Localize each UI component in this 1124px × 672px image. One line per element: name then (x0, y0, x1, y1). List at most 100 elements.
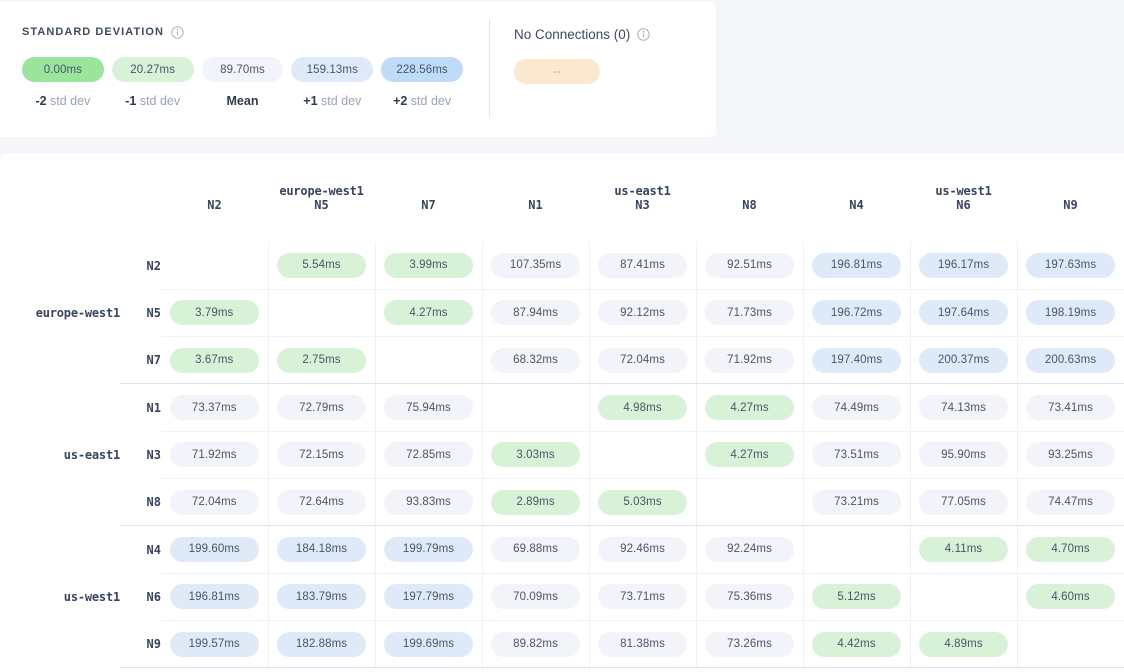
col-node-header-N7: N7 (421, 198, 436, 212)
matrix-cell[interactable]: 3.99ms (375, 242, 483, 290)
std-dev-label: -2 std dev (22, 94, 104, 108)
matrix-cell[interactable]: 3.03ms (481, 431, 590, 479)
matrix-cell[interactable]: 72.15ms (268, 431, 376, 479)
matrix-cell[interactable]: 70.09ms (481, 573, 590, 621)
matrix-cell[interactable]: 73.21ms (802, 478, 911, 527)
col-node-header-N8: N8 (742, 198, 757, 212)
matrix-cell[interactable]: 75.36ms (696, 573, 804, 621)
matrix-cell[interactable]: 2.89ms (481, 478, 590, 527)
matrix-cell[interactable]: 72.79ms (268, 383, 376, 432)
table-row: N9 199.57ms 182.88ms 199.69ms 89.82ms 81.38ms… (0, 620, 1124, 669)
matrix-cell[interactable]: 72.04ms (161, 478, 269, 527)
matrix-cell[interactable]: 81.38ms (589, 620, 697, 669)
matrix-cell[interactable]: 72.04ms (589, 336, 697, 385)
matrix-cell[interactable] (161, 242, 269, 290)
matrix-cell[interactable]: 197.79ms (375, 573, 483, 621)
matrix-cell[interactable]: 199.79ms (375, 525, 483, 574)
matrix-cell[interactable]: 3.67ms (161, 336, 269, 385)
matrix-cell[interactable] (802, 525, 911, 574)
matrix-cell[interactable]: 200.63ms (1017, 336, 1124, 385)
matrix-cell[interactable] (268, 289, 376, 338)
matrix-cell[interactable]: 4.60ms (1017, 573, 1124, 621)
latency-pill: 92.24ms (705, 536, 795, 562)
matrix-cell[interactable]: 73.37ms (161, 383, 269, 432)
matrix-cell[interactable]: 71.92ms (161, 431, 269, 479)
matrix-cell[interactable]: 92.46ms (589, 525, 697, 574)
matrix-cell[interactable]: 74.47ms (1017, 478, 1124, 527)
matrix-cell[interactable]: 196.81ms (161, 573, 269, 621)
matrix-cell[interactable]: 68.32ms (481, 336, 590, 385)
matrix-cell[interactable]: 74.49ms (802, 383, 911, 432)
matrix-cell[interactable]: 3.79ms (161, 289, 269, 338)
matrix-cell[interactable]: 198.19ms (1017, 289, 1124, 338)
std-dev-scale-labels: -2 std dev -1 std dev Mean +1 std dev +2… (22, 94, 463, 108)
matrix-cell[interactable] (910, 573, 1018, 621)
matrix-cell[interactable]: 184.18ms (268, 525, 376, 574)
matrix-cell[interactable]: 197.64ms (910, 289, 1018, 338)
matrix-cell[interactable]: 92.24ms (696, 525, 804, 574)
matrix-cell[interactable]: 69.88ms (481, 525, 590, 574)
matrix-cell[interactable] (375, 336, 483, 385)
matrix-cell[interactable]: 73.51ms (802, 431, 911, 479)
matrix-cell[interactable]: 77.05ms (910, 478, 1018, 527)
matrix-cell[interactable]: 4.27ms (375, 289, 483, 338)
std-dev-label-sign: +1 (303, 94, 318, 108)
latency-pill: 73.21ms (812, 489, 902, 515)
matrix-cell[interactable]: 4.89ms (910, 620, 1018, 669)
matrix-cell[interactable]: 93.83ms (375, 478, 483, 527)
info-icon[interactable] (637, 27, 651, 41)
matrix-cell[interactable]: 199.60ms (161, 525, 269, 574)
matrix-cell[interactable] (1017, 620, 1124, 669)
matrix-cell[interactable]: 73.41ms (1017, 383, 1124, 432)
matrix-cell[interactable]: 196.17ms (910, 242, 1018, 290)
matrix-cell[interactable]: 197.63ms (1017, 242, 1124, 290)
matrix-cell[interactable]: 200.37ms (910, 336, 1018, 385)
table-row: N3 71.92ms 72.15ms 72.85ms 3.03ms 4.27ms 73.51… (0, 431, 1124, 479)
matrix-cell[interactable]: 92.51ms (696, 242, 804, 290)
latency-pill (170, 250, 259, 275)
matrix-cell[interactable]: 71.73ms (696, 289, 804, 338)
matrix-cell[interactable]: 183.79ms (268, 573, 376, 621)
matrix-cell[interactable]: 199.57ms (161, 620, 269, 669)
matrix-cell[interactable]: 197.40ms (802, 336, 911, 385)
matrix-cell[interactable]: 92.12ms (589, 289, 697, 338)
matrix-cell[interactable]: 196.72ms (802, 289, 911, 338)
matrix-cell[interactable] (696, 478, 804, 527)
matrix-cell[interactable]: 199.69ms (375, 620, 483, 669)
latency-pill: 197.64ms (919, 300, 1009, 326)
matrix-cell[interactable]: 87.94ms (481, 289, 590, 338)
matrix-cell[interactable]: 75.94ms (375, 383, 483, 432)
matrix-cell[interactable]: 71.92ms (696, 336, 804, 385)
std-dev-chip-value: 159.13ms (306, 63, 358, 76)
matrix-cell[interactable]: 93.25ms (1017, 431, 1124, 479)
matrix-cell[interactable]: 5.03ms (589, 478, 697, 527)
matrix-cell[interactable]: 182.88ms (268, 620, 376, 669)
matrix-cell[interactable]: 73.26ms (696, 620, 804, 669)
matrix-cell[interactable]: 89.82ms (481, 620, 590, 669)
matrix-cell[interactable]: 4.70ms (1017, 525, 1124, 574)
legend-divider (489, 20, 490, 117)
latency-pill: 107.35ms (491, 252, 581, 278)
matrix-cell[interactable]: 95.90ms (910, 431, 1018, 479)
matrix-cell[interactable]: 5.12ms (802, 573, 911, 621)
matrix-cell[interactable] (481, 383, 590, 432)
matrix-cell[interactable]: 72.85ms (375, 431, 483, 479)
matrix-cell[interactable]: 196.81ms (802, 242, 911, 290)
matrix-cell[interactable]: 73.71ms (589, 573, 697, 621)
legend-card: STANDARD DEVIATION 0.00ms 20.27ms 89.70m… (0, 2, 716, 137)
matrix-cell[interactable]: 107.35ms (481, 242, 590, 290)
matrix-cell[interactable]: 4.98ms (589, 383, 697, 432)
std-dev-label-sign: +2 (393, 94, 408, 108)
matrix-cell[interactable]: 4.42ms (802, 620, 911, 669)
matrix-cell[interactable]: 4.27ms (696, 431, 804, 479)
matrix-cell[interactable]: 74.13ms (910, 383, 1018, 432)
info-icon[interactable] (171, 25, 184, 39)
latency-pill: 4.89ms (919, 631, 1009, 657)
matrix-cell[interactable]: 87.41ms (589, 242, 697, 290)
matrix-cell[interactable]: 5.54ms (268, 242, 376, 290)
matrix-cell[interactable]: 4.27ms (696, 383, 804, 432)
matrix-cell[interactable]: 72.64ms (268, 478, 376, 527)
matrix-cell[interactable] (589, 431, 697, 479)
matrix-cell[interactable]: 2.75ms (268, 336, 376, 385)
matrix-cell[interactable]: 4.11ms (910, 525, 1018, 574)
